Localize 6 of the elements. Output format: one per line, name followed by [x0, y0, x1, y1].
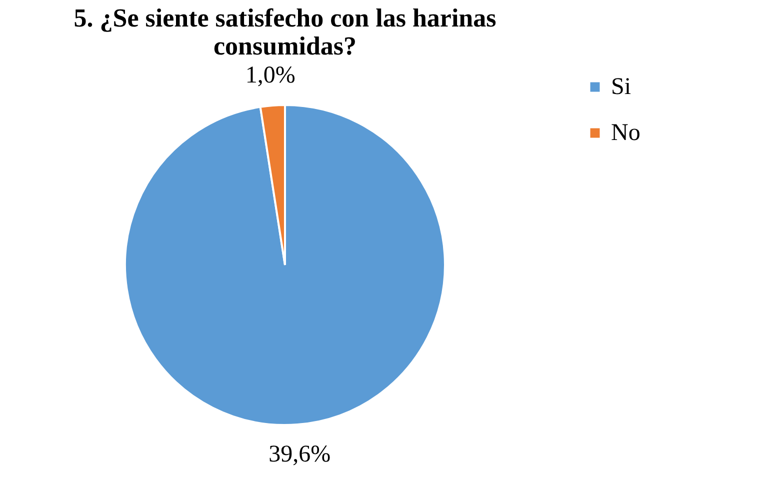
data-label: 39,6% [268, 441, 331, 468]
chart-title: 5. ¿Se siente satisfecho con las harinas consumidas? [74, 4, 496, 61]
data-label: 1,0% [245, 62, 296, 89]
legend-label: Si [611, 74, 632, 100]
legend-label: No [611, 120, 640, 146]
pie-slice [124, 104, 446, 426]
